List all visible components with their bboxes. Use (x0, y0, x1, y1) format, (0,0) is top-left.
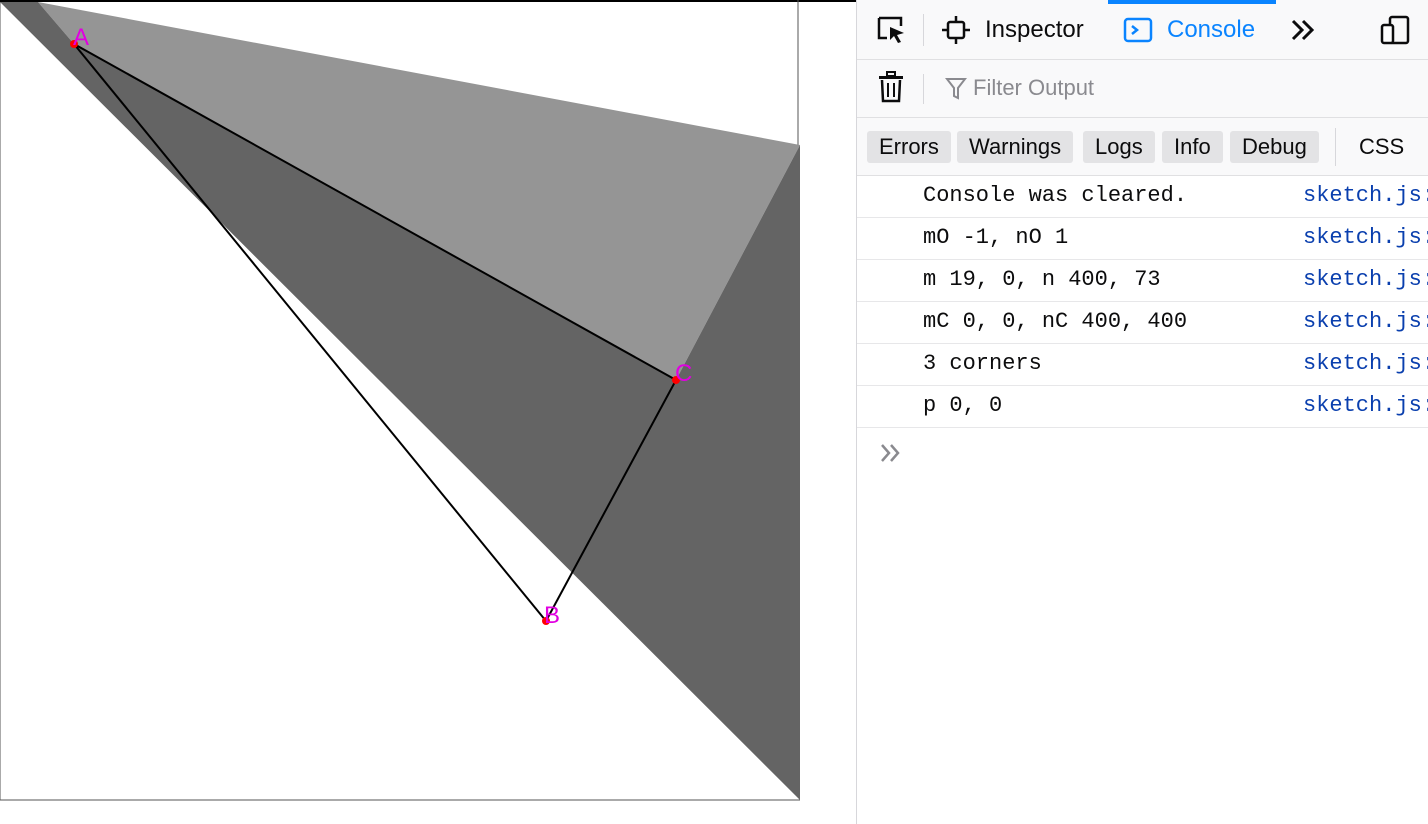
message-source-link[interactable]: sketch.js: (1303, 183, 1428, 208)
inspector-icon (941, 15, 971, 45)
filter-warnings-button[interactable]: Warnings (957, 131, 1074, 163)
console-message: Console was cleared. sketch.js: (857, 176, 1428, 218)
console-input-prompt[interactable] (857, 428, 1428, 478)
more-tabs-button[interactable] (1287, 0, 1319, 59)
filter-errors-button[interactable]: Errors (867, 131, 951, 163)
filter-separator (923, 74, 924, 104)
element-picker-button[interactable] (871, 0, 911, 59)
message-source-link[interactable]: sketch.js: (1303, 309, 1428, 334)
light-gray-shape (38, 2, 800, 380)
sketch-canvas-pane: A B C (0, 0, 856, 824)
filter-bar (857, 60, 1428, 118)
toolbar-separator (923, 14, 924, 46)
devtools-panel: Inspector Console (856, 0, 1428, 824)
message-text: m 19, 0, n 400, 73 (923, 267, 1161, 292)
sketch-canvas[interactable]: A B C (0, 0, 856, 824)
tab-inspector-label: Inspector (985, 15, 1084, 43)
chevron-double-right-icon (1288, 15, 1318, 45)
responsive-design-button[interactable] (1375, 0, 1415, 59)
console-message: m 19, 0, n 400, 73 sketch.js: (857, 260, 1428, 302)
devtools-toolbar: Inspector Console (857, 0, 1428, 60)
filter-css-button[interactable]: CSS (1359, 134, 1405, 159)
console-message: mO -1, nO 1 sketch.js: (857, 218, 1428, 260)
filter-info-button[interactable]: Info (1162, 131, 1223, 163)
point-b-label: B (544, 602, 560, 629)
point-a[interactable] (70, 40, 78, 48)
prompt-chevron-icon (879, 442, 903, 469)
levels-separator (1335, 128, 1336, 166)
filter-output-input[interactable] (973, 70, 1413, 106)
point-c-label: C (675, 360, 692, 387)
tab-inspector[interactable]: Inspector (941, 0, 1084, 59)
message-text: Console was cleared. (923, 183, 1188, 208)
canvas-border (0, 2, 800, 801)
segment-ab (73, 43, 547, 622)
message-text: 3 corners (923, 351, 1042, 376)
message-source-link[interactable]: sketch.js: (1303, 351, 1428, 376)
point-a-label: A (73, 24, 89, 51)
dark-gray-shape (0, 2, 800, 800)
element-picker-icon (875, 14, 907, 46)
message-source-link[interactable]: sketch.js: (1303, 225, 1428, 250)
message-text: p 0, 0 (923, 393, 1003, 418)
point-b[interactable] (542, 617, 550, 625)
segment-bc (545, 379, 677, 622)
point-c[interactable] (672, 376, 680, 384)
filter-icon (944, 77, 968, 106)
tab-console[interactable]: Console (1123, 0, 1255, 59)
active-tab-indicator (1108, 0, 1276, 4)
segment-ac (73, 43, 677, 381)
message-text: mO -1, nO 1 (923, 225, 1069, 250)
clear-console-button[interactable] (875, 70, 907, 108)
responsive-design-icon (1379, 14, 1411, 46)
console-message: 3 corners sketch.js: (857, 344, 1428, 386)
filter-debug-button[interactable]: Debug (1230, 131, 1319, 163)
message-source-link[interactable]: sketch.js: (1303, 267, 1428, 292)
log-level-filters: Errors Warnings Logs Info Debug CSS (857, 118, 1428, 176)
message-text: mC 0, 0, nC 400, 400 (923, 309, 1188, 334)
message-source-link[interactable]: sketch.js: (1303, 393, 1428, 418)
console-messages: Console was cleared. sketch.js: mO -1, n… (857, 176, 1428, 478)
white-region (74, 44, 560, 621)
tab-console-label: Console (1167, 15, 1256, 43)
console-message: mC 0, 0, nC 400, 400 sketch.js: (857, 302, 1428, 344)
filter-logs-button[interactable]: Logs (1083, 131, 1155, 163)
console-message: p 0, 0 sketch.js: (857, 386, 1428, 428)
console-icon (1123, 15, 1153, 45)
trash-icon (877, 70, 905, 108)
